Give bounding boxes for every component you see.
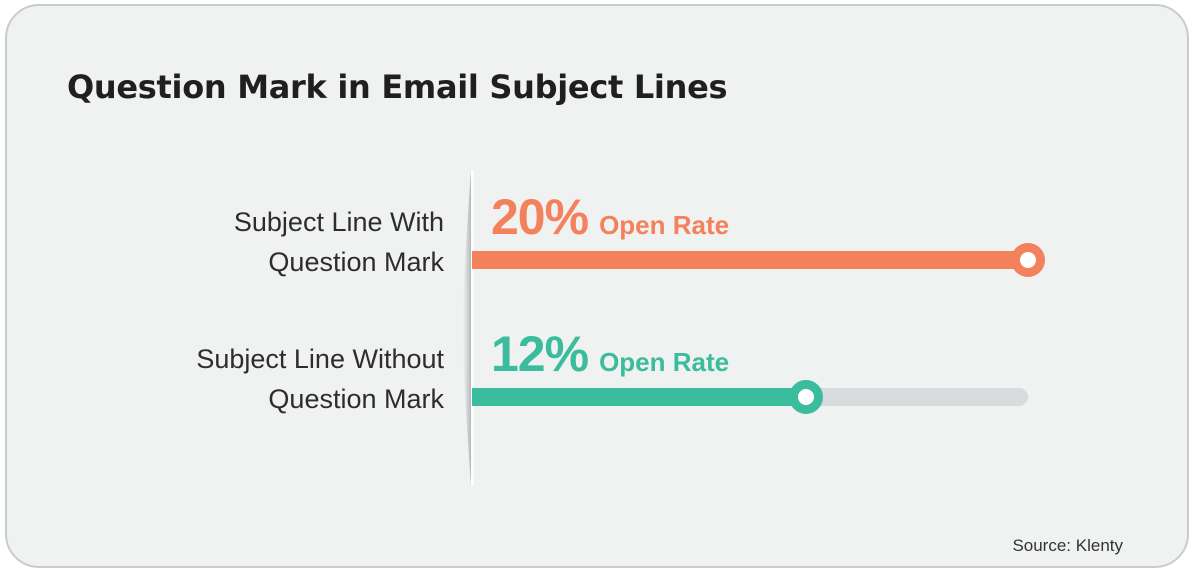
bar-track xyxy=(472,243,1045,277)
axis-divider-shadow xyxy=(463,170,474,486)
bar-endpoint-marker xyxy=(1011,243,1045,277)
bar-fill xyxy=(472,380,823,414)
category-label-without: Subject Line Without Question Mark xyxy=(7,339,444,419)
category-label-line2: Question Mark xyxy=(268,247,444,277)
bar-row-without-question-mark: Subject Line Without Question Mark 12% O… xyxy=(7,329,1187,454)
value-unit: Open Rate xyxy=(599,210,730,240)
value-percent: 12% xyxy=(491,326,589,382)
bar-endpoint-marker xyxy=(788,380,823,414)
chart-title: Question Mark in Email Subject Lines xyxy=(67,68,728,106)
category-label-line1: Subject Line With xyxy=(233,207,444,237)
category-label-line2: Question Mark xyxy=(268,384,444,414)
bar-row-with-question-mark: Subject Line With Question Mark 20% Open… xyxy=(7,192,1187,317)
bar-fill xyxy=(472,243,1045,277)
bar-track xyxy=(472,380,1028,414)
chart-card: Question Mark in Email Subject Lines Sub… xyxy=(5,4,1189,568)
category-label-with: Subject Line With Question Mark xyxy=(7,202,444,282)
source-credit: Source: Klenty xyxy=(1012,536,1123,555)
value-percent: 20% xyxy=(491,189,589,245)
value-label-without: 12% Open Rate xyxy=(491,329,729,379)
value-unit: Open Rate xyxy=(599,347,730,377)
category-label-line1: Subject Line Without xyxy=(196,344,444,374)
value-label-with: 20% Open Rate xyxy=(491,192,729,242)
